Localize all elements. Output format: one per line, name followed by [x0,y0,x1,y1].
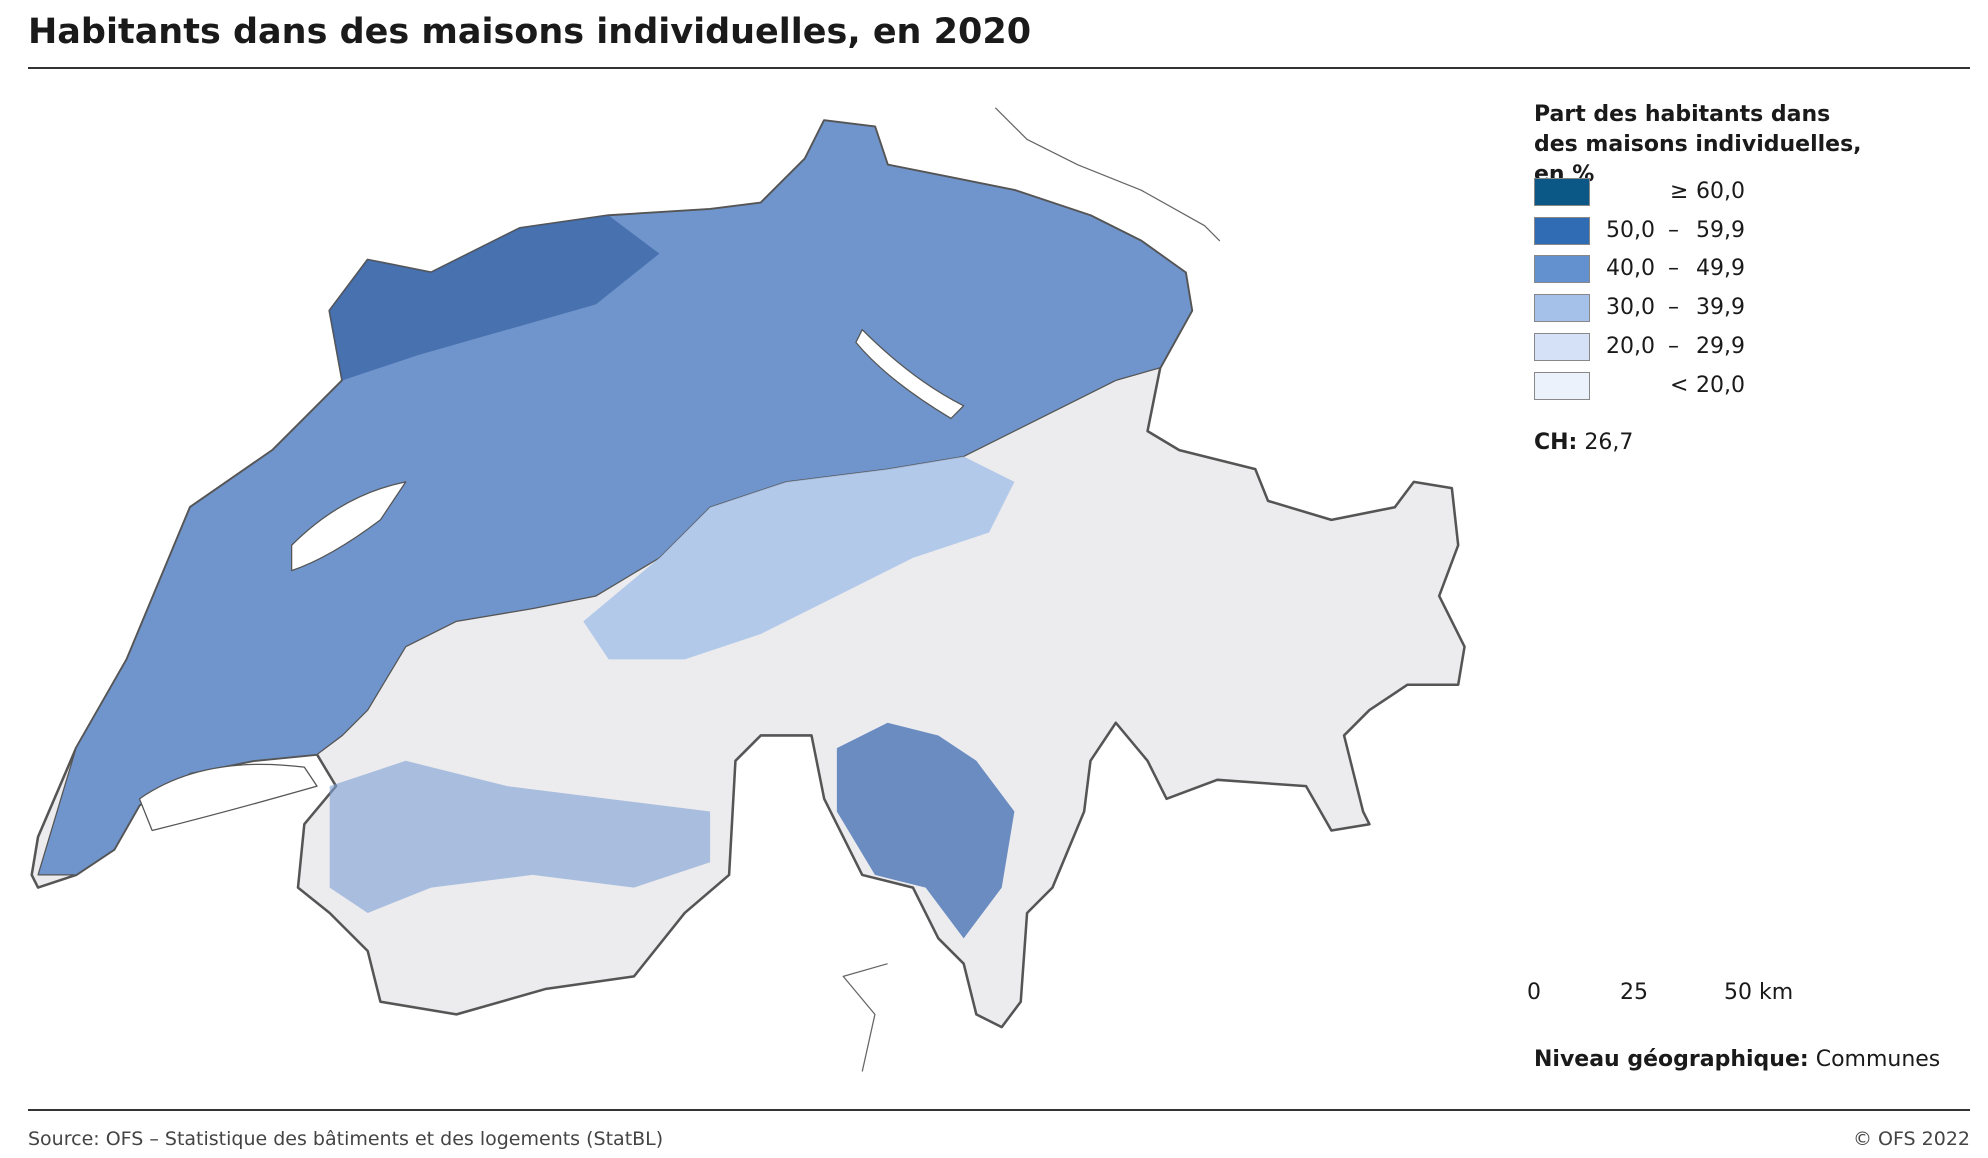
national-number: 26,7 [1584,430,1634,455]
legend-sep: < [1670,372,1689,398]
national-value: CH: 26,7 [1534,430,1633,455]
national-label: CH: [1534,430,1578,455]
legend-item: <20,0 [1534,371,1794,400]
legend-swatch [1534,371,1590,400]
copyright: © OFS 2022 [1852,1128,1970,1150]
geo-level: Niveau géographique: Communes [1534,1047,1940,1072]
legend-sep: ≥ [1670,179,1689,204]
title: Habitants dans des maisons individuelles… [28,12,1032,52]
legend-item: 20,0–29,9 [1534,332,1794,361]
scale-label: 25 [1620,980,1648,1005]
geo-level-value: Communes [1815,1047,1941,1072]
scale-label: 0 [1527,980,1541,1005]
valais-area [329,760,711,913]
geo-level-label: Niveau géographique: [1534,1047,1809,1072]
legend-item: 50,0–59,9 [1534,216,1794,245]
legend-item: 40,0–49,9 [1534,255,1794,284]
neighbour-border [842,107,1221,1072]
legend-from: 50,0 [1606,217,1655,243]
source: Source: OFS – Statistique des bâtiments … [28,1128,664,1150]
scale-label: 50 km [1724,980,1794,1005]
legend-to: 20,0 [1696,372,1745,398]
legend-title: Part des habitants dans des maisons indi… [1534,102,1862,187]
legend-sep: – [1668,217,1679,243]
legend-swatch [1534,178,1590,206]
legend-to: 59,9 [1696,217,1745,243]
legend-swatch [1534,294,1590,323]
legend-item: 30,0–39,9 [1534,294,1794,323]
light-area [583,456,1015,660]
ticino-area [836,722,1015,939]
legend-sep: – [1668,333,1679,359]
legend-to: 60,0 [1696,179,1745,204]
legend-to: 39,9 [1696,295,1745,321]
lake [138,329,965,832]
map [30,107,1466,1072]
legend-to: 29,9 [1696,333,1745,359]
legend-swatch [1534,216,1590,245]
footer-rule [28,1109,1970,1111]
legend-to: 49,9 [1696,256,1745,282]
legend-sep: – [1668,256,1679,282]
legend-sep: – [1668,295,1679,321]
legend-swatch [1534,332,1590,361]
legend-from: 20,0 [1606,333,1655,359]
header-rule [28,67,1970,69]
legend-from: 40,0 [1606,256,1655,282]
legend-swatch [1534,255,1590,284]
legend-from: 30,0 [1606,295,1655,321]
dark-area [329,215,660,381]
legend-item: ≥60,0 [1534,178,1794,206]
